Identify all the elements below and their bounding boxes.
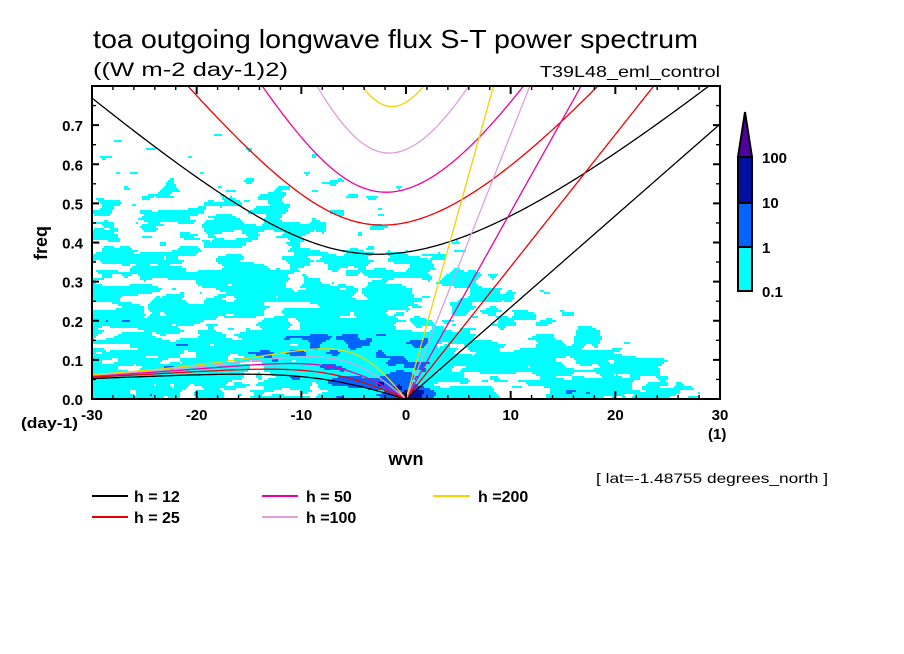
colorbar-bin-0.1-1: [737, 246, 753, 292]
axis-ticks: [91, 85, 721, 400]
x-tick-label: 30: [712, 407, 729, 424]
y-tick-label: 0.5: [62, 196, 83, 213]
inertia-gravity-n1-curve-h100: [316, 86, 470, 154]
shaded-power-field: [92, 134, 720, 399]
kelvin-curve-h100: [405, 86, 531, 399]
kelvin-curve-h200: [405, 86, 495, 399]
legend-label: h = 50: [306, 489, 352, 506]
legend-label: h =200: [478, 489, 528, 506]
legend-item-h25: h = 25: [92, 510, 180, 527]
x-tick-label: -30: [81, 407, 103, 424]
rossby-n1-curve-h100: [92, 356, 407, 399]
legend-label: h = 12: [134, 489, 180, 506]
y-tick-label: 0.4: [62, 236, 84, 253]
y-tick-label: 0.3: [62, 275, 83, 292]
colorbar-label: 100: [762, 150, 787, 167]
x-tick-label: -20: [186, 407, 208, 424]
y-tick-label: 0.2: [62, 314, 83, 331]
x-tick-label: 0: [402, 407, 410, 424]
kelvin-curve-h25: [405, 86, 655, 399]
y-tick-label: 0.7: [62, 118, 83, 135]
x-axis-title: wvn: [387, 449, 423, 469]
colorbar-label: 10: [762, 195, 779, 212]
y-tick-label: 0.1: [62, 353, 83, 370]
rossby-n1-curve-h25: [92, 368, 407, 399]
x-tick-label: -10: [290, 407, 312, 424]
axis-tick-labels: -30 -20 -10 0 10 20 30 0.0 0.1 0.2 0.3 0.4 0.5 0.6 0.7: [62, 118, 728, 424]
inertia-gravity-n1-curve-h25: [186, 86, 599, 226]
rossby-n1-curve-h200: [92, 348, 407, 399]
y-tick-label: 0.6: [62, 157, 83, 174]
y-axis-units: (day-1): [21, 415, 78, 432]
legend-item-h100: h =100: [262, 510, 356, 527]
contour-fill-10-100: [378, 382, 424, 399]
y-tick-label: 0.0: [62, 392, 83, 409]
legend-label: h = 25: [134, 510, 180, 527]
colorbar-bin-10-100: [737, 156, 753, 204]
colorbar-label: 1: [762, 240, 770, 257]
x-tick-label: 20: [607, 407, 624, 424]
dispersion-curves: [92, 86, 720, 399]
colorbar-label: 0.1: [762, 284, 783, 301]
kelvin-curve-h12: [405, 123, 720, 399]
inertia-gravity-n1-curve-h50: [261, 86, 525, 193]
kelvin-curve-h50: [405, 86, 582, 399]
chart-subtitle-units: ((W m-2 day-1)2): [93, 60, 288, 81]
y-axis-title: freq: [31, 226, 51, 260]
colorbar-overflow-triangle: [736, 111, 754, 158]
latitude-annotation: [ lat=-1.48755 degrees_north ]: [596, 470, 828, 486]
colorbar-bin-1-10: [737, 202, 753, 248]
x-tick-label: 10: [502, 407, 519, 424]
legend: h = 12 h = 25 h = 50 h =100 h =200: [92, 489, 528, 527]
rossby-n1-curve-h50: [92, 362, 407, 399]
legend-label: h =100: [306, 510, 356, 527]
run-label: T39L48_eml_control: [540, 64, 720, 81]
contour-fill-0.1-1: [92, 134, 720, 399]
inertia-gravity-n1-curve-h12: [92, 86, 710, 255]
x-axis-units: (1): [708, 426, 726, 443]
rossby-n1-curve-h12: [92, 373, 407, 399]
legend-item-h12: h = 12: [92, 489, 180, 506]
chart-title: toa outgoing longwave flux S-T power spe…: [93, 24, 698, 54]
inertia-gravity-n1-curve-h200: [361, 86, 425, 108]
legend-item-h50: h = 50: [262, 489, 352, 506]
legend-item-h200: h =200: [433, 489, 528, 506]
colorbar: 0.1 1 10 100: [736, 111, 787, 301]
